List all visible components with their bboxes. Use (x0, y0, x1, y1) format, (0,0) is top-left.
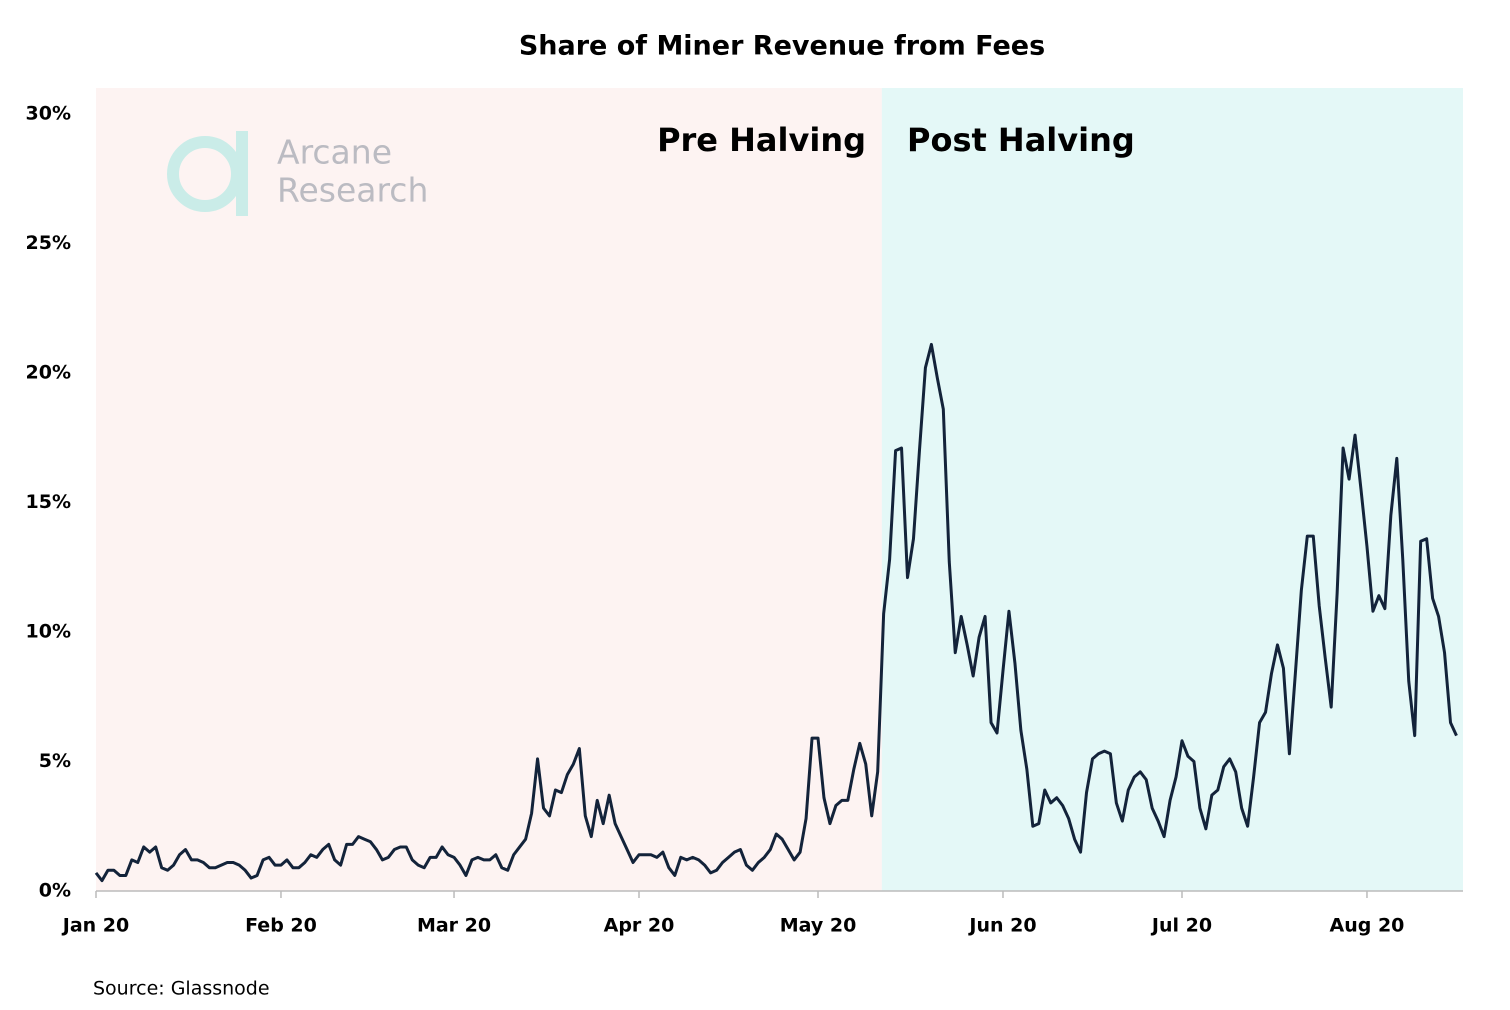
x-tick-label: Mar 20 (417, 915, 491, 937)
background-regions (96, 88, 1463, 891)
x-tick-label: Aug 20 (1330, 915, 1405, 937)
y-tick-label: 30% (26, 102, 71, 124)
annotation: Post Halving (907, 121, 1135, 159)
x-tick-label: Jun 20 (967, 915, 1036, 937)
annotation: Pre Halving (657, 121, 866, 159)
y-tick-label: 20% (26, 361, 71, 383)
x-tick-label: Feb 20 (245, 915, 317, 937)
source-note: Source: Glassnode (93, 978, 270, 1000)
x-tick-label: Jan 20 (61, 915, 129, 937)
data-line (94, 342, 1458, 883)
y-tick-label: 0% (39, 880, 71, 902)
logo-bar (236, 131, 248, 216)
watermark-text: Research (277, 171, 428, 210)
post-halving-region (881, 88, 1463, 891)
chart-title: Share of Miner Revenue from Fees (519, 31, 1045, 62)
watermark-text: Arcane (277, 133, 392, 172)
y-tick-label: 15% (26, 491, 71, 513)
y-tick-label: 25% (26, 232, 71, 254)
x-tick-label: May 20 (780, 915, 857, 937)
watermark: Arcane Research (167, 131, 428, 216)
y-tick-label: 10% (26, 620, 71, 642)
x-tick-label: Apr 20 (604, 915, 675, 937)
x-tick-label: Jul 20 (1150, 915, 1212, 937)
pre-halving-region (96, 88, 882, 891)
y-tick-label: 5% (39, 750, 71, 772)
